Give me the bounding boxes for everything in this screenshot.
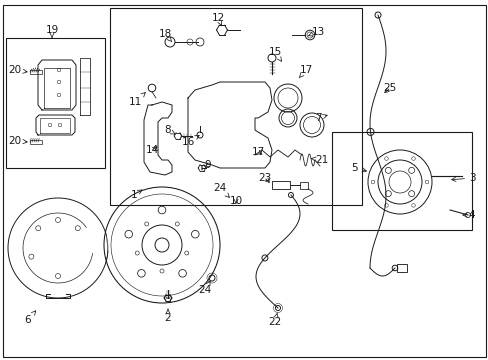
Bar xyxy=(6,38,105,168)
Text: 5: 5 xyxy=(351,163,366,173)
Text: 3: 3 xyxy=(451,173,474,183)
Text: 22: 22 xyxy=(268,313,281,327)
Bar xyxy=(110,8,361,205)
Text: 16: 16 xyxy=(181,135,199,147)
Text: 2: 2 xyxy=(164,309,171,323)
Text: 17: 17 xyxy=(251,147,264,157)
Text: 24: 24 xyxy=(213,183,229,197)
Text: 7: 7 xyxy=(314,113,326,123)
Text: 6: 6 xyxy=(24,311,36,325)
Text: 15: 15 xyxy=(268,47,281,61)
Bar xyxy=(30,70,42,74)
Text: 21: 21 xyxy=(310,155,328,165)
Text: 17: 17 xyxy=(299,65,312,78)
Text: 19: 19 xyxy=(45,25,59,38)
Text: 20: 20 xyxy=(8,65,27,75)
Text: 10: 10 xyxy=(229,196,242,206)
Bar xyxy=(299,181,307,189)
Text: 9: 9 xyxy=(204,160,211,170)
Text: 18: 18 xyxy=(158,29,171,42)
Text: 12: 12 xyxy=(211,13,224,26)
Text: 20: 20 xyxy=(8,136,27,146)
Text: 4: 4 xyxy=(462,210,474,220)
Text: 1: 1 xyxy=(130,190,142,200)
Text: 13: 13 xyxy=(308,27,324,37)
Bar xyxy=(30,140,42,144)
Text: 14: 14 xyxy=(145,145,158,155)
Bar xyxy=(396,264,406,272)
Bar xyxy=(331,132,471,230)
Text: 23: 23 xyxy=(258,173,271,183)
Text: 24: 24 xyxy=(198,281,211,295)
Text: 8: 8 xyxy=(164,125,175,135)
Text: 25: 25 xyxy=(383,83,396,93)
Text: 11: 11 xyxy=(128,93,145,107)
Bar xyxy=(271,181,289,189)
